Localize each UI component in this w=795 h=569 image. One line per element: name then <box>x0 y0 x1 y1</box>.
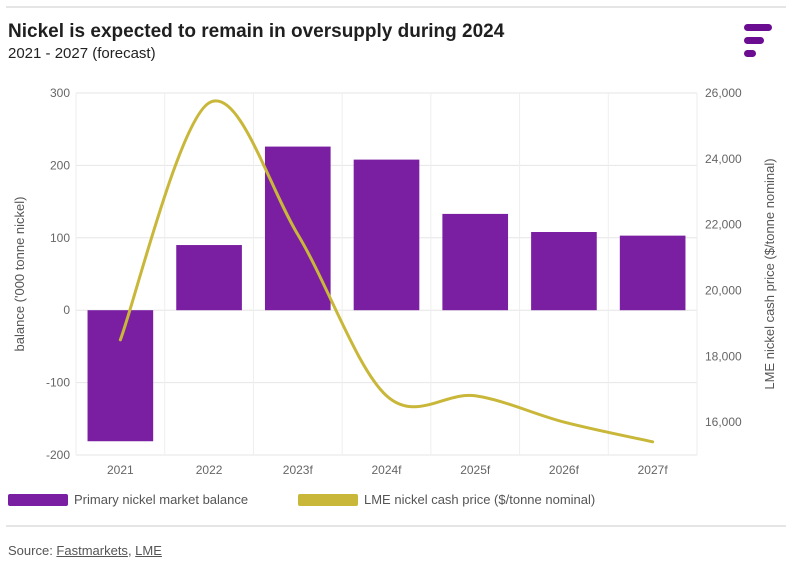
y-left-tick-label: 300 <box>50 86 70 100</box>
y-right-tick-label: 18,000 <box>705 349 742 363</box>
x-tick-label: 2025f <box>460 463 491 477</box>
x-tick-label: 2027f <box>638 463 669 477</box>
logo-bar-bottom <box>744 50 756 57</box>
bar-2021 <box>87 310 154 442</box>
y-right-tick-label: 16,000 <box>705 415 742 429</box>
chart-subtitle: 2021 - 2027 (forecast) <box>8 45 156 62</box>
logo-bar-top <box>744 24 772 31</box>
y-right-tick-label: 20,000 <box>705 283 742 297</box>
y-left-tick-label: -200 <box>46 448 70 462</box>
bottom-rule <box>6 525 786 527</box>
legend-label-balance: Primary nickel market balance <box>74 492 249 507</box>
x-tick-label: 2026f <box>549 463 580 477</box>
source-link-lme[interactable]: LME <box>135 543 162 558</box>
bar-2022 <box>176 245 242 311</box>
bar-2026f <box>531 232 597 311</box>
x-tick-label: 2021 <box>107 463 134 477</box>
chart-line <box>118 99 655 444</box>
bar-2023f <box>264 146 331 311</box>
bar-2025f <box>442 213 509 311</box>
top-rule <box>6 6 786 8</box>
y-left-axis-title: balance ('000 tonne nickel) <box>12 197 27 352</box>
y-left-tick-label: 0 <box>63 303 70 317</box>
y-right-axis-title: LME nickel cash price ($/tonne nominal) <box>762 158 777 389</box>
y-right-tick-label: 24,000 <box>705 152 742 166</box>
y-right-tick-label: 26,000 <box>705 86 742 100</box>
y-right-tick-label: 22,000 <box>705 218 742 232</box>
legend-label-price: LME nickel cash price ($/tonne nominal) <box>364 492 596 507</box>
y-left-tick-label: -100 <box>46 376 70 390</box>
source-line: Source: Fastmarkets, LME <box>8 543 162 558</box>
y-left-tick-label: 100 <box>50 231 70 245</box>
chart-bars <box>87 146 686 442</box>
source-prefix: Source: <box>8 543 57 558</box>
bar-2027f <box>619 235 686 311</box>
source-separator: , <box>127 543 136 558</box>
chart-axis: 300 200 100 0 -100 -200 26,000 24,000 22,000 20,0… <box>12 86 777 477</box>
legend: Primary nickel market balance LME nickel… <box>8 492 788 514</box>
legend-item-balance: Primary nickel market balance <box>8 492 248 507</box>
bar-2024f <box>353 159 420 311</box>
x-tick-label: 2022 <box>196 463 223 477</box>
series-line-lme-price <box>118 99 655 444</box>
legend-swatch-balance <box>8 493 68 506</box>
legend-item-price: LME nickel cash price ($/tonne nominal) <box>298 492 595 507</box>
x-tick-label: 2023f <box>283 463 314 477</box>
chart-title: Nickel is expected to remain in oversupp… <box>8 21 505 42</box>
y-left-tick-label: 200 <box>50 158 70 172</box>
fastmarkets-logo-icon <box>744 24 772 57</box>
logo-bar-middle <box>744 37 764 44</box>
x-tick-label: 2024f <box>371 463 402 477</box>
source-link-fastmarkets[interactable]: Fastmarkets <box>56 543 128 558</box>
legend-swatch-price <box>298 493 358 506</box>
